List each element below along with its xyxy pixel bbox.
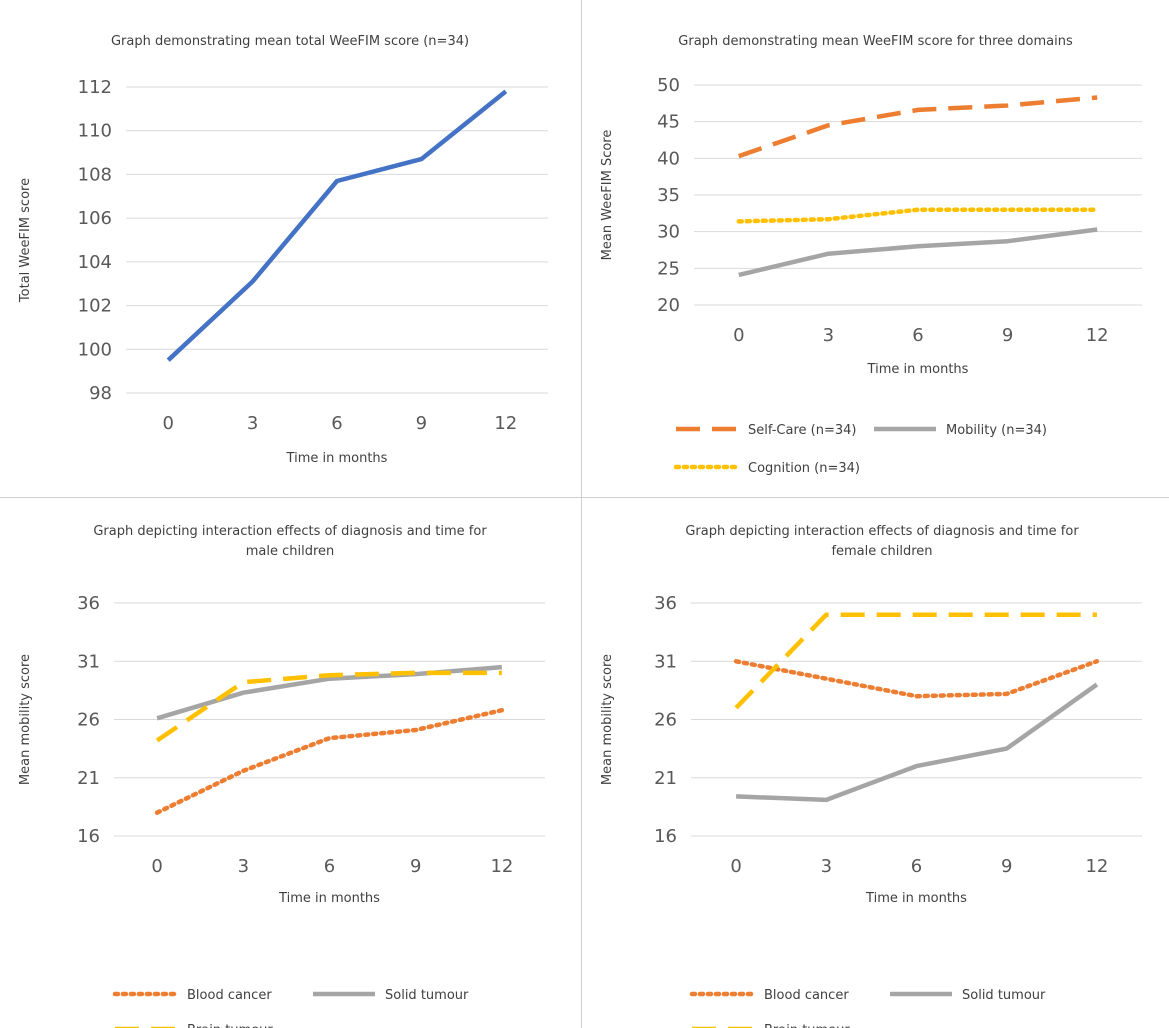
x-tick-label: 6 — [324, 856, 335, 877]
x-tick-label: 12 — [1085, 856, 1108, 877]
x-tick-label: 6 — [912, 325, 923, 346]
series-line-blood-cancer — [733, 659, 1100, 699]
y-tick-label: 110 — [78, 121, 112, 142]
x-tick-label: 3 — [821, 856, 832, 877]
y-tick-label: 26 — [77, 710, 100, 731]
x-axis-label: Time in months — [865, 891, 967, 906]
x-tick-label: 0 — [162, 413, 173, 434]
series-line-brain-tumour — [155, 670, 502, 743]
y-axis-label: Total WeeFIM score — [18, 178, 33, 303]
legend-label: Mobility (n=34) — [946, 423, 1047, 438]
chart-title: Graph demonstrating mean WeeFIM score fo… — [678, 34, 1073, 49]
y-tick-label: 108 — [78, 164, 112, 185]
legend-label: Solid tumour — [385, 988, 469, 1003]
x-axis-label: Time in months — [278, 891, 380, 906]
y-axis-label: Mean WeeFIM Score — [600, 130, 615, 261]
y-tick-label: 21 — [654, 768, 677, 789]
x-tick-label: 9 — [1001, 856, 1012, 877]
y-axis-label: Mean mobility score — [18, 654, 33, 785]
x-tick-label: 3 — [823, 325, 834, 346]
x-tick-label: 12 — [494, 413, 517, 434]
x-tick-label: 6 — [331, 413, 342, 434]
legend-label: Self-Care (n=34) — [748, 423, 856, 438]
series-line-cognition-n-34 — [736, 207, 1100, 224]
y-tick-label: 30 — [657, 222, 680, 243]
x-tick-label: 9 — [416, 413, 427, 434]
series-line-self-care-n-34 — [738, 95, 1098, 159]
y-tick-label: 102 — [78, 296, 112, 317]
series-line-solid-tumour — [736, 682, 1099, 803]
chart-title: Graph depicting interaction effects of d… — [93, 524, 487, 559]
x-tick-label: 3 — [247, 413, 258, 434]
legend-label: Brain tumour — [764, 1023, 850, 1028]
x-tick-label: 0 — [151, 856, 162, 877]
x-tick-label: 12 — [1086, 325, 1109, 346]
chart-svg: 20 25 30 35 40 45 50 0 3 6 9 12 Time in months Mean W… — [600, 75, 1142, 476]
y-tick-label: 104 — [78, 252, 112, 273]
y-tick-label: 50 — [657, 75, 680, 96]
chart-title: Graph demonstrating mean total WeeFIM sc… — [110, 34, 470, 49]
legend-label: Cognition (n=34) — [748, 461, 860, 476]
y-tick-label: 106 — [78, 208, 112, 229]
x-tick-label: 9 — [1002, 325, 1013, 346]
y-tick-label: 36 — [654, 593, 677, 614]
chart-svg: 98 100 102 104 106 108 110 112 0 3 6 9 12 Time in mon… — [18, 77, 548, 466]
y-tick-label: 25 — [657, 258, 680, 279]
chart-panel-domains: Graph demonstrating mean WeeFIM score fo… — [582, 0, 1169, 496]
chart-panel-male: Graph depicting interaction effects of d… — [0, 498, 580, 1028]
legend-label: Solid tumour — [962, 988, 1046, 1003]
y-tick-label: 31 — [654, 651, 677, 672]
x-tick-label: 3 — [238, 856, 249, 877]
y-tick-label: 40 — [657, 148, 680, 169]
horizontal-divider — [0, 497, 1169, 498]
series-line-total — [166, 89, 508, 362]
x-axis-label: Time in months — [867, 362, 969, 377]
y-tick-label: 16 — [654, 826, 677, 847]
x-tick-label: 9 — [410, 856, 421, 877]
series-line-blood-cancer — [154, 707, 505, 815]
chart-title: Graph depicting interaction effects of d… — [685, 524, 1079, 559]
x-tick-label: 0 — [730, 856, 741, 877]
y-tick-label: 20 — [657, 295, 680, 316]
y-tick-label: 36 — [77, 593, 100, 614]
chart-panel-total: Graph demonstrating mean total WeeFIM sc… — [0, 0, 580, 496]
legend-label: Brain tumour — [187, 1023, 273, 1028]
x-tick-label: 0 — [733, 325, 744, 346]
y-tick-label: 31 — [77, 651, 100, 672]
y-tick-label: 26 — [654, 710, 677, 731]
y-tick-label: 21 — [77, 768, 100, 789]
y-tick-label: 45 — [657, 112, 680, 133]
vertical-divider — [581, 0, 582, 1028]
x-tick-label: 12 — [490, 856, 513, 877]
x-axis-label: Time in months — [286, 451, 388, 466]
legend-label: Blood cancer — [764, 988, 849, 1003]
y-tick-label: 35 — [657, 185, 680, 206]
y-tick-label: 98 — [89, 383, 112, 404]
y-tick-label: 100 — [78, 339, 112, 360]
y-tick-label: 16 — [77, 826, 100, 847]
y-tick-label: 112 — [78, 77, 112, 98]
legend-label: Blood cancer — [187, 988, 272, 1003]
chart-panel-female: Graph depicting interaction effects of d… — [582, 498, 1169, 1028]
x-tick-label: 6 — [911, 856, 922, 877]
y-axis-label: Mean mobility score — [600, 654, 615, 785]
